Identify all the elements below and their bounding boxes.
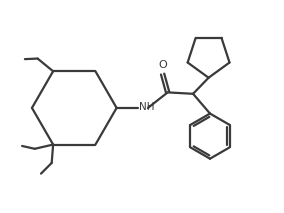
- Text: NH: NH: [139, 102, 154, 112]
- Text: O: O: [158, 60, 167, 70]
